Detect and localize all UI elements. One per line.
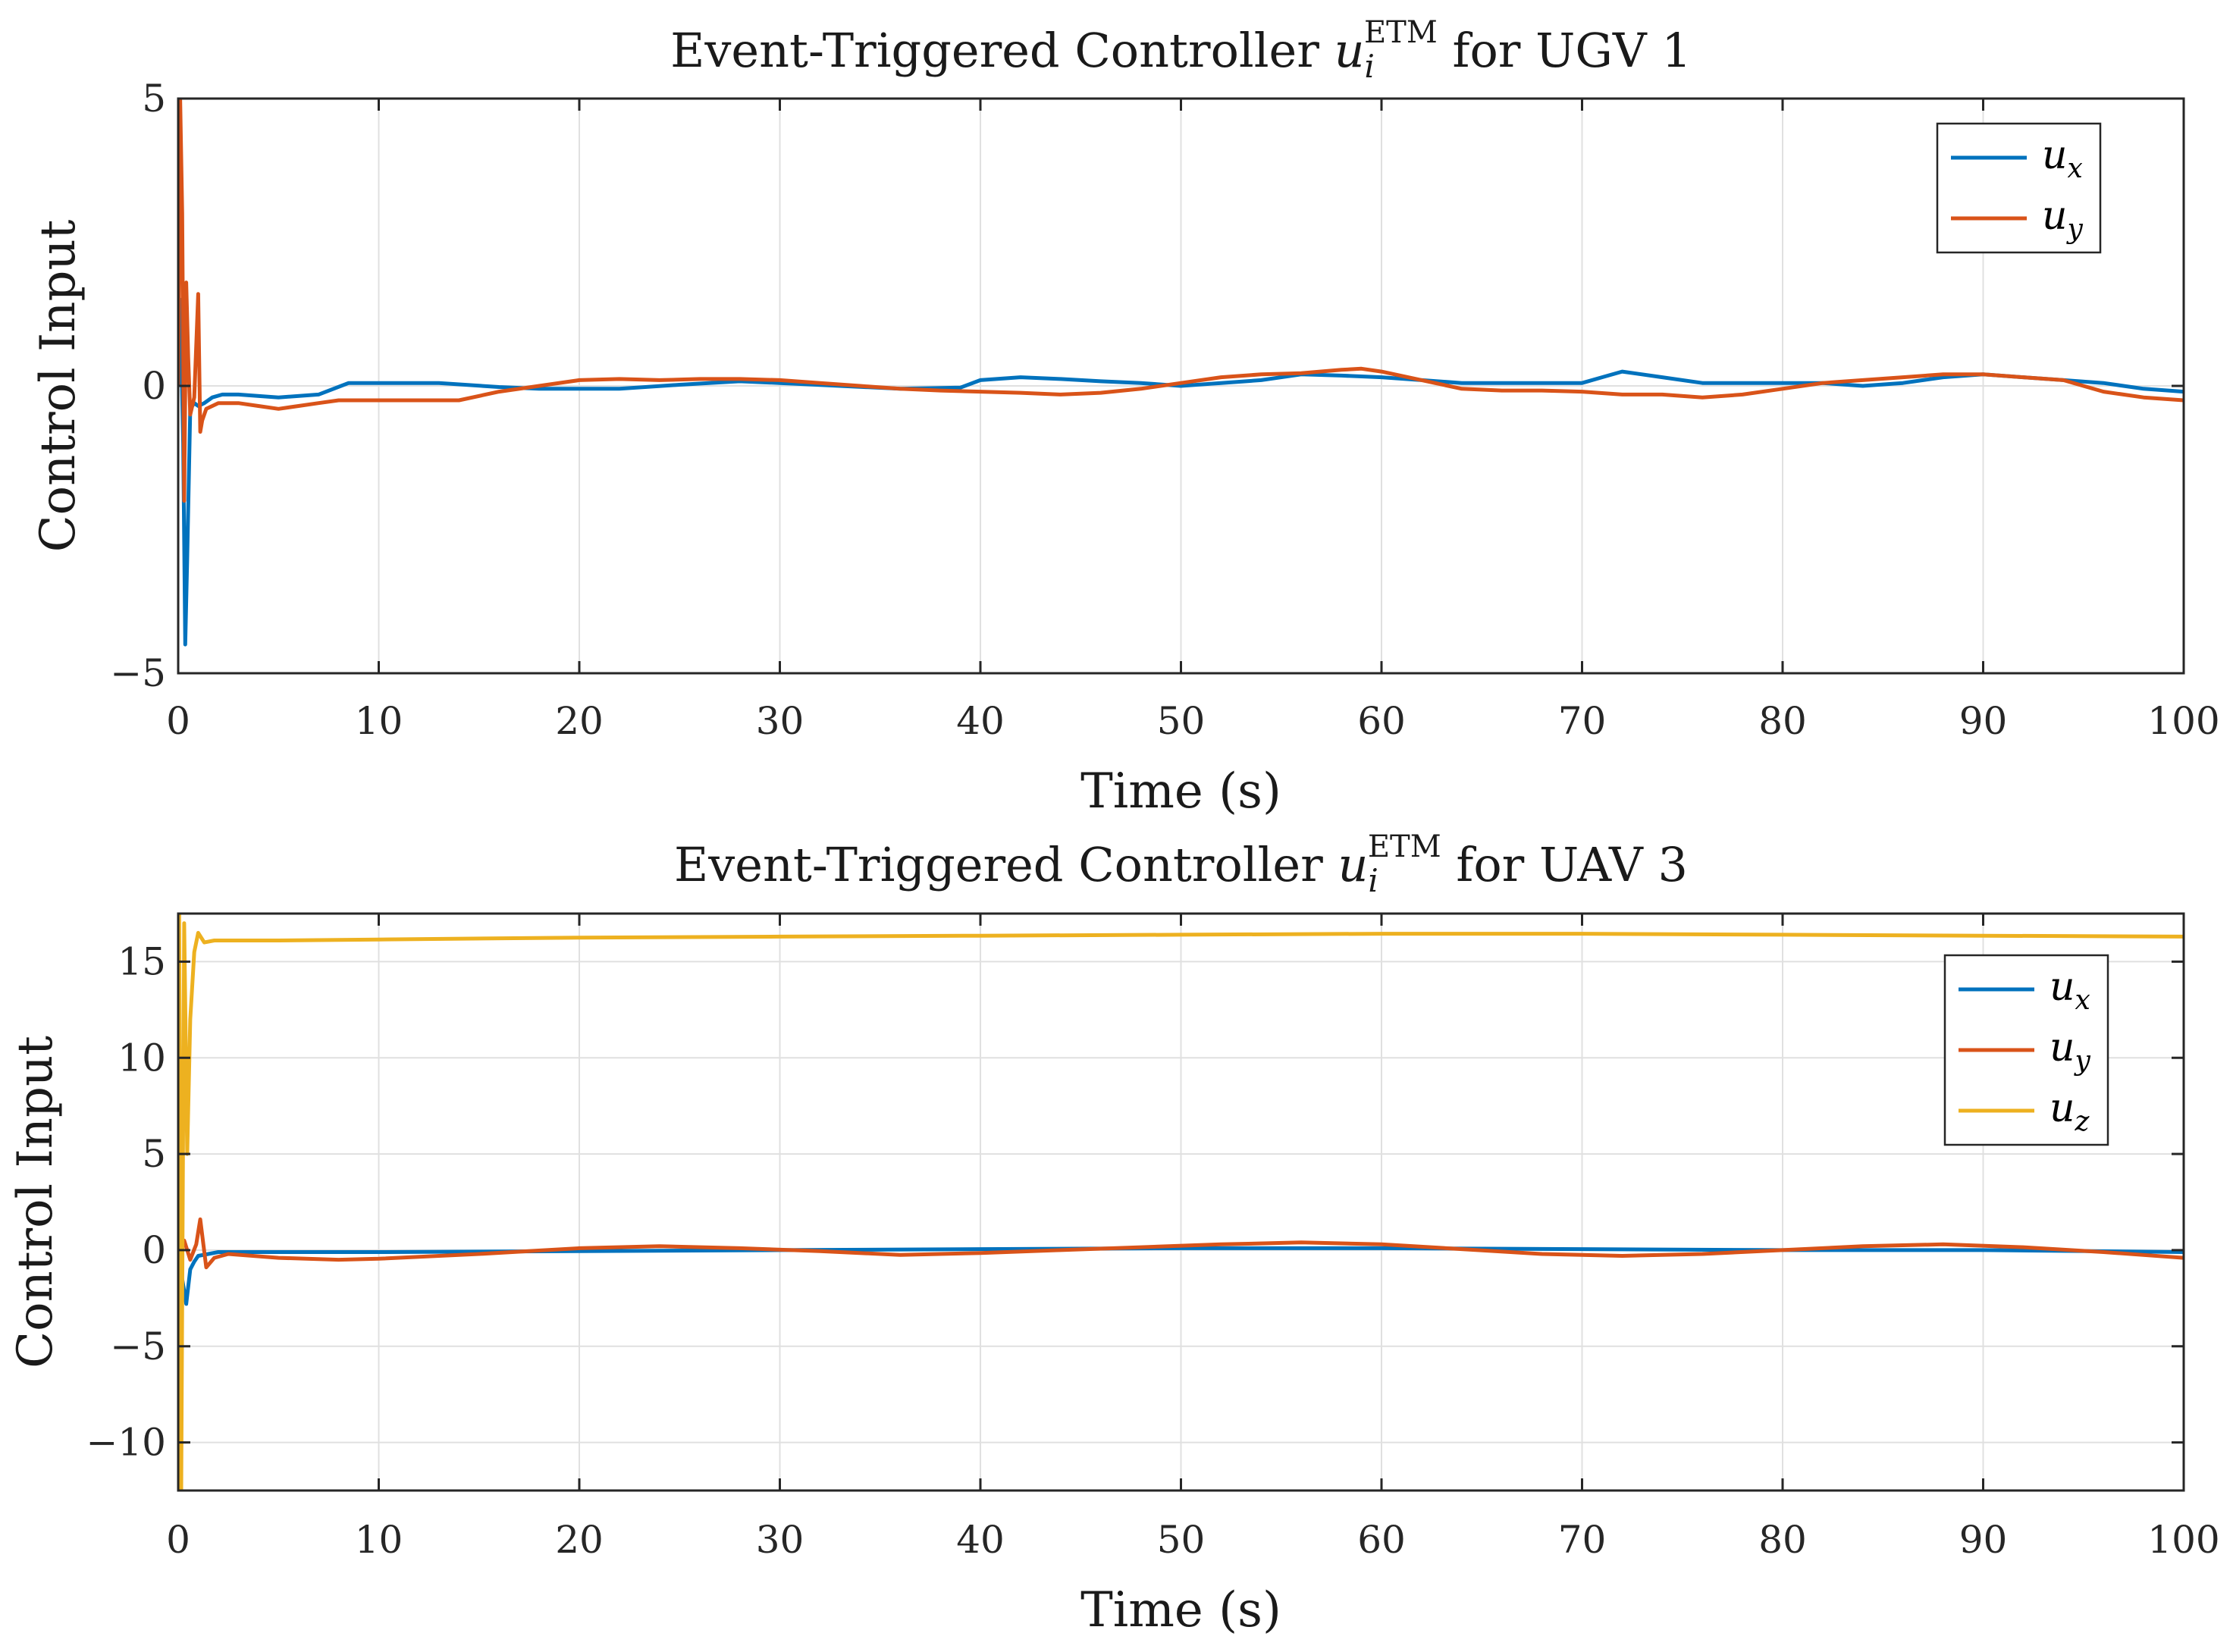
x-tick-label: 80 [1758,699,1807,743]
title-symbol: u [1338,837,1368,892]
x-tick-label: 30 [756,1518,804,1562]
legend-box [1936,122,2102,254]
x-tick-label: 100 [2147,1518,2219,1562]
y-tick-label: 0 [142,1228,166,1272]
y-tick-label: 15 [118,939,166,983]
series-line-x [178,1246,2184,1306]
y-tick-label: 10 [118,1036,166,1080]
x-tick-label: 70 [1558,1518,1607,1562]
y-tick-label: −10 [86,1421,166,1465]
legend-item-z: uz [1959,1086,2090,1137]
legend-symbol: u [2050,1025,2075,1071]
series-line-z [178,914,2184,1491]
chart-title: Event-Triggered Controller uiETM for UGV… [670,15,1692,85]
x-tick-label: 50 [1157,1518,1206,1562]
series-line-y [178,99,2184,503]
x-tick-label: 40 [956,699,1005,743]
chart-2: Event-Triggered Controller uiETM for UAV… [8,829,2220,1638]
legend-item-y: uy [1959,1025,2091,1077]
x-axis-label: Time (s) [1080,763,1281,820]
legend-subscript: y [2074,1045,2091,1077]
x-axis-label: Time (s) [1080,1582,1281,1638]
legend-subscript: y [2066,214,2084,245]
title-prefix: Event-Triggered Controller [674,837,1338,892]
legend-label: uy [2042,193,2084,245]
x-tick-label: 90 [1959,1518,2008,1562]
legend-subscript: x [2068,153,2083,184]
title-symbol: u [1334,23,1365,78]
chart-1: Event-Triggered Controller uiETM for UGV… [30,15,2220,820]
title-suffix: for UAV 3 [1441,837,1688,892]
legend-symbol: u [2050,964,2075,1010]
x-tick-label: 30 [756,699,804,743]
legend-item-x: ux [1951,133,2083,184]
x-tick-label: 60 [1357,699,1406,743]
legend-symbol: u [2050,1086,2075,1131]
series-group [178,914,2184,1491]
y-axis-label: Control Input [30,219,86,552]
x-tick-label: 80 [1758,1518,1807,1562]
legend-symbol: u [2042,133,2068,178]
x-tick-label: 0 [166,699,190,743]
x-tick-label: 40 [956,1518,1005,1562]
legend-subscript: x [2075,985,2090,1016]
legend-label: ux [2042,133,2083,184]
title-superscript: ETM [1368,829,1441,864]
y-tick-label: 0 [142,364,166,408]
y-tick-label: 5 [142,1132,166,1176]
x-tick-label: 20 [555,1518,604,1562]
y-tick-label: 5 [142,77,166,121]
series-line-x [178,297,2184,647]
x-tick-label: 100 [2147,699,2219,743]
x-tick-label: 0 [166,1518,190,1562]
y-tick-label: −5 [110,651,166,695]
y-tick-label: −5 [110,1324,166,1368]
title-subscript: i [1368,862,1378,899]
legend-label: ux [2050,964,2090,1016]
chart-title: Event-Triggered Controller uiETM for UAV… [674,829,1688,899]
legend-item-x: ux [1959,964,2090,1016]
legend-label: uz [2050,1086,2090,1137]
y-axis-label: Control Input [8,1036,64,1368]
title-suffix: for UGV 1 [1438,23,1692,78]
title-subscript: i [1365,48,1375,85]
series-line-y [178,1217,2184,1270]
legend-item-y: uy [1951,193,2084,245]
x-tick-label: 10 [355,699,403,743]
x-tick-label: 90 [1959,699,2008,743]
legend-subscript: z [2075,1106,2090,1137]
x-tick-label: 60 [1357,1518,1406,1562]
series-group [178,99,2184,647]
x-tick-label: 20 [555,699,604,743]
x-tick-label: 50 [1157,699,1206,743]
legend-symbol: u [2042,193,2068,239]
legend-label: uy [2050,1025,2091,1077]
x-tick-label: 10 [355,1518,403,1562]
x-tick-label: 70 [1558,699,1607,743]
title-superscript: ETM [1364,15,1438,50]
title-prefix: Event-Triggered Controller [670,23,1334,78]
